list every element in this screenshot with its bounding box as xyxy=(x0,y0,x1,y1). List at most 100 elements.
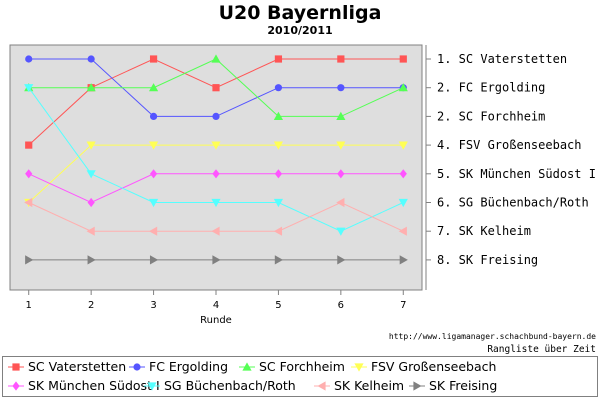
series-5 xyxy=(24,84,408,236)
data-point xyxy=(149,55,158,63)
data-point xyxy=(25,169,33,179)
data-point xyxy=(25,55,33,63)
legend-marker xyxy=(12,362,20,371)
data-point xyxy=(86,141,96,150)
data-point xyxy=(274,84,283,92)
data-point xyxy=(273,111,284,120)
data-point xyxy=(336,111,346,120)
legend-marker xyxy=(147,381,157,391)
data-point xyxy=(211,54,221,63)
standing-label: 6. SG Büchenbach/Roth xyxy=(437,196,589,210)
series-1 xyxy=(25,55,407,120)
line-chart: 1 2 3 4 5 6 7 Runde 1. SC Vaterstetten 2. FC Ergo… xyxy=(9,44,596,326)
data-point xyxy=(336,227,346,236)
data-point xyxy=(399,169,407,179)
data-point xyxy=(148,83,159,92)
legend-swatch xyxy=(409,380,425,391)
data-point xyxy=(149,112,158,120)
data-point xyxy=(86,170,96,179)
legend-label: SC Vaterstetten xyxy=(28,359,127,374)
data-point xyxy=(86,226,95,236)
data-point xyxy=(148,198,159,208)
x-tick-label: 1 xyxy=(26,300,32,311)
legend-marker xyxy=(354,362,364,372)
data-point xyxy=(273,226,283,236)
data-point xyxy=(399,255,408,265)
data-point xyxy=(211,198,221,208)
legend-marker xyxy=(413,380,422,391)
legend-label: SG Büchenbach/Roth xyxy=(164,378,296,393)
standing-label: 5. SK München Südost I xyxy=(437,167,596,181)
legend-swatch xyxy=(239,361,255,371)
data-point xyxy=(273,198,284,208)
chart-subtitle: 2010/2011 xyxy=(267,24,333,37)
data-point xyxy=(398,141,408,150)
legend-item: SC Forchheim xyxy=(238,359,345,374)
data-point xyxy=(212,84,220,92)
data-point xyxy=(274,169,283,179)
data-point xyxy=(211,141,221,150)
data-point xyxy=(86,83,96,92)
standing-label: 2. SC Forchheim xyxy=(437,109,545,123)
data-point xyxy=(212,169,220,179)
legend-label: SK Kelheim xyxy=(334,378,405,393)
legend-label: SK Freising xyxy=(429,378,498,393)
legend-swatch xyxy=(8,362,24,371)
legend-item: FC Ergolding xyxy=(128,359,228,374)
data-point xyxy=(337,255,346,265)
data-point xyxy=(398,226,407,236)
data-point xyxy=(336,141,346,150)
credit-url: http://www.ligamanager.schachbund-bayern… xyxy=(388,332,596,341)
credit-caption: Rangliste über Zeit xyxy=(487,344,596,355)
plot-area xyxy=(9,44,423,291)
standing-label: 7. SK Kelheim xyxy=(437,224,531,238)
x-tick-label: 7 xyxy=(400,300,406,311)
standing-label: 8. SK Freising xyxy=(437,253,538,267)
data-point xyxy=(148,226,158,236)
data-point xyxy=(149,255,159,265)
data-point xyxy=(149,169,158,179)
data-point xyxy=(336,197,345,208)
legend-swatch xyxy=(144,381,160,391)
legend-label: SK München Südost I xyxy=(28,378,160,393)
data-point xyxy=(337,84,345,92)
x-tick-label: 6 xyxy=(338,300,344,311)
data-point xyxy=(274,255,284,265)
data-point xyxy=(25,255,34,265)
data-point xyxy=(87,255,96,265)
x-tick-label: 5 xyxy=(275,300,281,311)
legend-label: FC Ergolding xyxy=(149,359,229,374)
data-point xyxy=(337,55,345,63)
data-point xyxy=(212,255,221,265)
standing-label: 2. FC Ergolding xyxy=(437,81,545,95)
x-tick-label: 4 xyxy=(213,300,219,311)
data-point xyxy=(398,198,408,208)
legend-marker xyxy=(317,380,326,391)
legend-item: SK Kelheim xyxy=(313,378,404,393)
data-point xyxy=(211,226,220,236)
legend-item: FSV Großenseebach xyxy=(350,359,496,374)
data-point xyxy=(87,55,95,63)
legend-item: SK München Südost I xyxy=(7,378,160,393)
legend-label: FSV Großenseebach xyxy=(371,359,497,374)
data-point xyxy=(274,55,283,63)
legend-marker xyxy=(12,380,20,391)
legend-swatch xyxy=(351,362,367,372)
series-7 xyxy=(25,255,408,265)
data-point xyxy=(24,197,33,208)
series-4 xyxy=(25,169,407,208)
x-axis-label: Runde xyxy=(200,315,232,326)
x-tick-label: 3 xyxy=(150,300,156,311)
legend-swatch xyxy=(314,380,330,391)
data-point xyxy=(87,197,95,208)
data-point xyxy=(148,141,159,150)
series-6 xyxy=(24,197,407,236)
data-point xyxy=(212,112,220,120)
legend-label: SC Forchheim xyxy=(259,359,345,374)
standing-label: 1. SC Vaterstetten xyxy=(437,52,567,66)
legend-marker xyxy=(133,362,141,371)
chart-legend: SC Vaterstetten FC Ergolding SC Forchheim F… xyxy=(2,356,598,397)
legend-item: SG Büchenbach/Roth xyxy=(143,378,296,393)
data-point xyxy=(25,141,33,149)
legend-swatch xyxy=(129,362,145,371)
